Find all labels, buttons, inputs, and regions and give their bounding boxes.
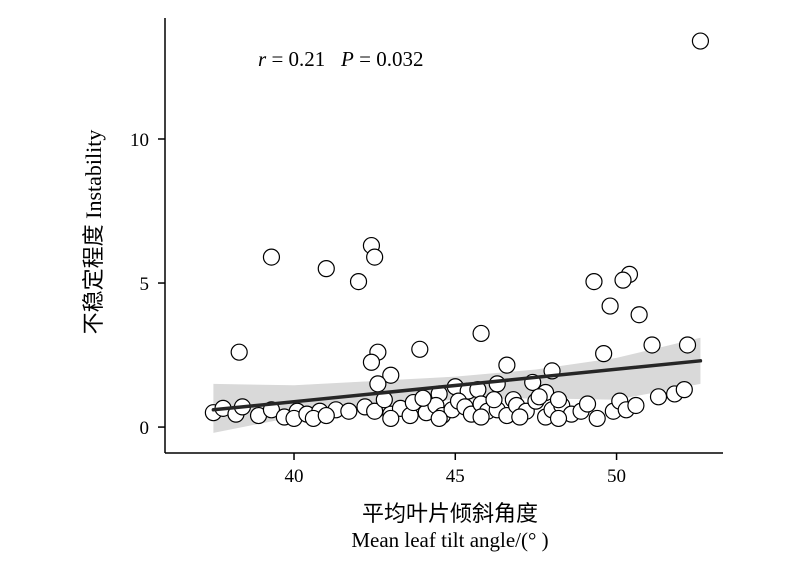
data-point: [649, 388, 668, 406]
data-point: [382, 366, 400, 384]
data-point: [675, 381, 693, 399]
data-point: [588, 409, 606, 428]
regression-line: [211, 359, 703, 412]
data-point: [430, 409, 448, 428]
y-tick-label: 5: [140, 274, 150, 295]
y-axis-label-en: Instability: [81, 129, 106, 219]
data-point: [585, 272, 603, 291]
correlation-annotation: r = 0.21 P = 0.032: [258, 47, 423, 72]
r-symbol: r: [258, 47, 267, 71]
data-point: [678, 336, 697, 354]
y-tick-label: 0: [140, 418, 150, 439]
data-point: [691, 32, 710, 50]
x-tick-label: 50: [607, 466, 626, 487]
data-point: [549, 409, 568, 428]
data-point: [366, 402, 384, 420]
p-symbol: P: [341, 47, 354, 71]
data-point: [485, 391, 503, 409]
data-point: [411, 340, 429, 358]
data-point: [630, 306, 648, 324]
data-point: [340, 402, 358, 420]
data-point: [601, 297, 619, 315]
r-value: = 0.21: [266, 47, 326, 71]
y-tick-label: 10: [130, 130, 149, 151]
p-value: = 0.032: [353, 47, 424, 71]
data-point: [530, 388, 548, 406]
x-axis-label-zh: 平均叶片倾斜角度: [361, 501, 539, 526]
data-point: [614, 271, 632, 289]
x-tick-label: 40: [285, 466, 304, 487]
data-point: [488, 375, 506, 393]
data-point: [627, 396, 645, 415]
x-tick-label: 45: [446, 466, 465, 487]
data-point: [472, 408, 490, 426]
data-point: [262, 248, 281, 266]
x-axis-label-en: Mean leaf tilt angle/(° ): [351, 528, 549, 552]
data-point: [498, 356, 516, 374]
data-point: [382, 409, 400, 428]
data-point: [414, 389, 432, 407]
data-point: [549, 391, 568, 409]
data-point: [369, 375, 387, 393]
data-point: [317, 260, 335, 278]
data-point: [511, 408, 529, 426]
data-point: [578, 395, 597, 413]
data-point: [595, 345, 613, 363]
data-point: [349, 272, 368, 291]
data-point: [472, 324, 490, 343]
data-point: [317, 406, 335, 425]
y-axis-label: 不稳定程度 Instability: [76, 130, 108, 335]
data-point: [643, 336, 661, 354]
data-point: [366, 248, 384, 266]
data-point: [230, 343, 248, 361]
data-point: [362, 353, 381, 371]
y-axis-label-zh: 不稳定程度: [81, 224, 106, 335]
